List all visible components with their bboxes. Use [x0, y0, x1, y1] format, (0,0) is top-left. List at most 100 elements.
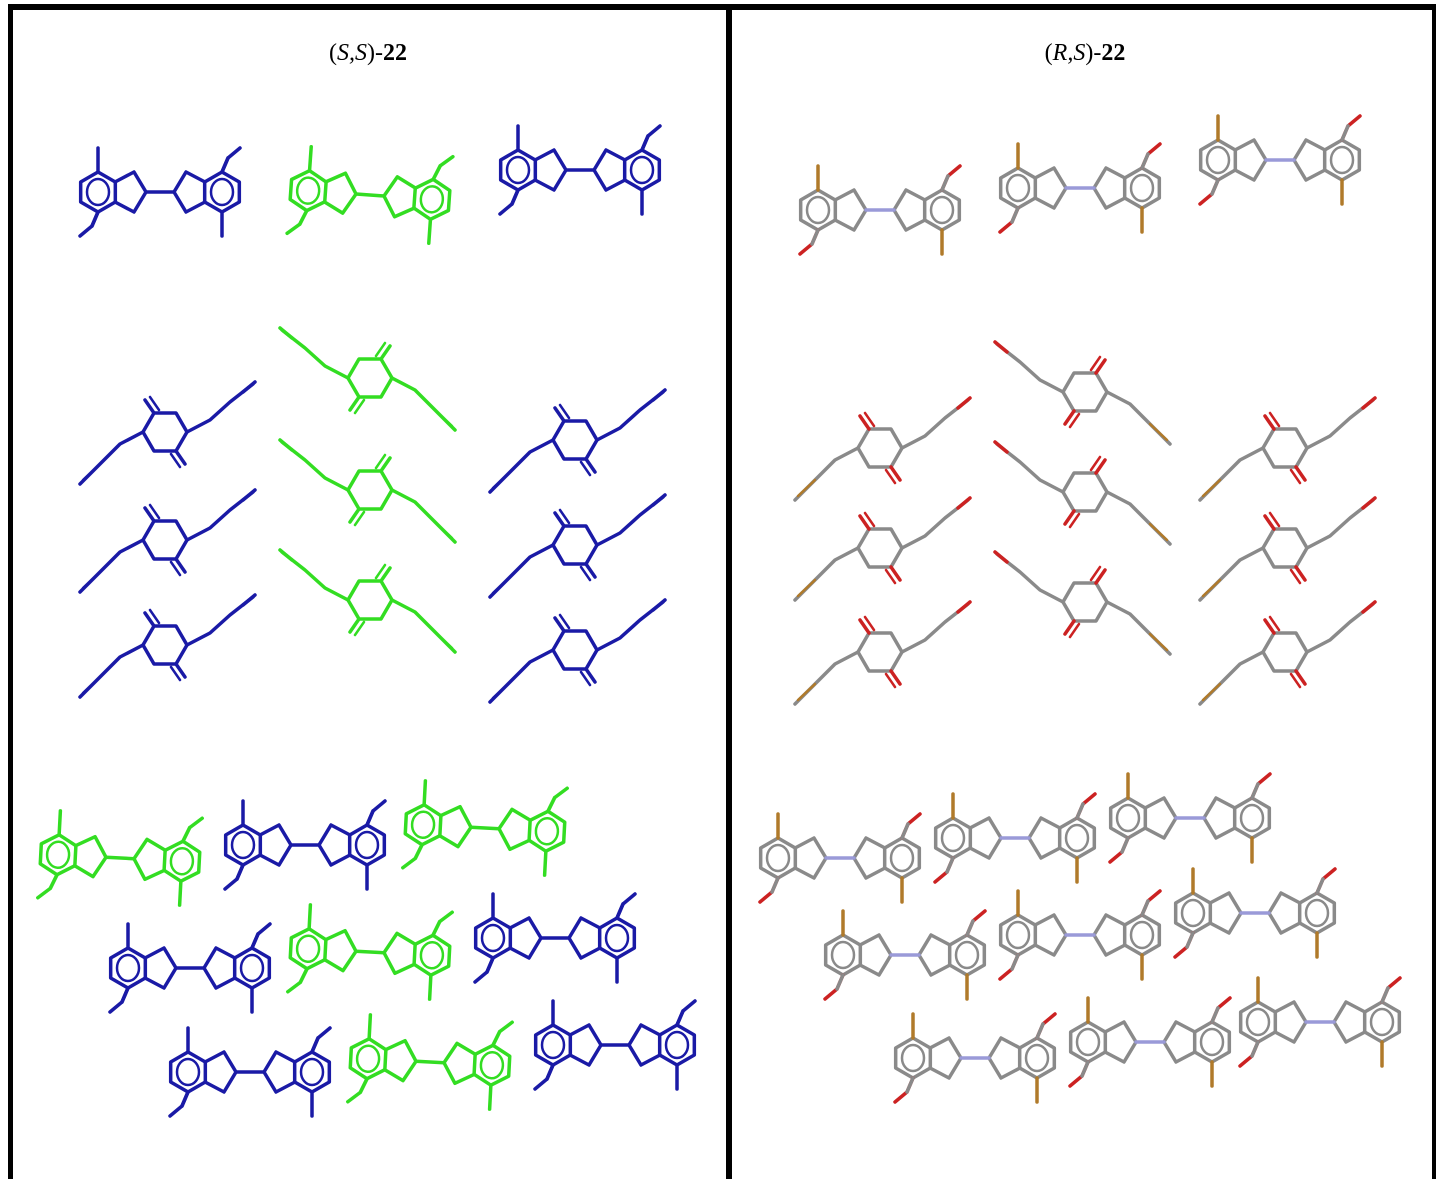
bond — [435, 522, 452, 538]
bond — [1382, 988, 1388, 1002]
ring — [1247, 1009, 1269, 1035]
bond — [392, 490, 455, 542]
title-part: )- — [367, 40, 383, 66]
bond — [435, 410, 452, 426]
ring — [832, 942, 854, 968]
ring — [666, 1032, 688, 1058]
title-part: ( — [1045, 40, 1053, 66]
bond — [280, 440, 292, 450]
bond — [947, 858, 953, 872]
bond — [1204, 798, 1235, 838]
half — [403, 780, 474, 871]
bond — [1150, 634, 1167, 650]
bond — [1094, 915, 1125, 955]
bond — [74, 836, 107, 878]
molecule — [895, 1014, 1055, 1102]
bond — [106, 857, 134, 858]
bond — [798, 580, 815, 596]
bond — [300, 210, 307, 224]
bond — [1363, 398, 1375, 408]
half — [225, 801, 291, 889]
bond — [80, 540, 143, 592]
molecule — [935, 794, 1095, 882]
ring — [807, 197, 829, 223]
bond — [367, 811, 373, 825]
bond — [570, 1025, 601, 1065]
ring — [606, 925, 628, 951]
ring — [1201, 1029, 1223, 1055]
bond — [1187, 933, 1193, 947]
half — [381, 152, 453, 244]
bond — [942, 176, 948, 190]
bond — [629, 1025, 660, 1065]
bond — [958, 498, 970, 508]
half — [1094, 891, 1160, 979]
molecule — [280, 550, 455, 652]
bond — [280, 328, 292, 338]
bond — [243, 595, 255, 605]
bond — [1263, 429, 1307, 467]
figure: (S,S)-22 (R,S)-22 — [0, 0, 1440, 1179]
bond — [433, 921, 440, 935]
ring — [241, 955, 263, 981]
ring — [356, 832, 378, 858]
half — [1000, 891, 1066, 979]
bond — [290, 928, 327, 970]
bond — [356, 194, 384, 196]
half — [1204, 774, 1270, 862]
bond — [617, 904, 623, 918]
bond — [490, 1085, 491, 1109]
bond — [439, 806, 472, 848]
bond — [205, 1052, 236, 1092]
bond — [1107, 392, 1170, 444]
bond — [970, 818, 1001, 858]
bond — [1363, 602, 1375, 612]
bond — [383, 933, 416, 975]
bond — [222, 158, 228, 172]
bond — [414, 934, 451, 976]
bond — [310, 147, 312, 171]
ring — [420, 186, 444, 213]
bond — [490, 545, 553, 597]
bond — [812, 230, 818, 244]
half — [264, 1028, 330, 1116]
bond — [383, 176, 417, 218]
ring — [46, 841, 69, 868]
ring — [411, 811, 434, 838]
bond — [164, 840, 201, 882]
bond — [83, 572, 100, 588]
bond — [260, 825, 291, 865]
bond — [553, 631, 597, 669]
bond — [594, 150, 625, 190]
molecule — [1200, 498, 1375, 600]
half — [38, 810, 109, 901]
molecule — [795, 398, 970, 500]
molecule — [1110, 774, 1270, 862]
bond — [183, 827, 190, 841]
molecule — [995, 442, 1170, 544]
bond — [80, 432, 143, 484]
half — [569, 894, 635, 982]
bond — [553, 421, 597, 459]
half — [288, 904, 359, 995]
half — [132, 815, 203, 906]
bond — [493, 472, 510, 488]
bond — [547, 1065, 553, 1079]
bond — [356, 951, 384, 952]
ring — [211, 179, 233, 205]
bond — [858, 529, 902, 567]
molecule — [1240, 978, 1400, 1066]
half — [174, 148, 240, 236]
half — [1240, 978, 1306, 1066]
half — [1110, 774, 1176, 862]
ring — [1077, 1029, 1099, 1055]
ring — [232, 832, 254, 858]
molecule — [287, 146, 453, 245]
ring — [356, 1045, 379, 1072]
molecule — [1070, 998, 1230, 1086]
bond — [174, 172, 205, 212]
bond — [1252, 784, 1258, 798]
bond — [1164, 1022, 1195, 1062]
bond — [1317, 879, 1323, 893]
bond — [324, 172, 358, 214]
